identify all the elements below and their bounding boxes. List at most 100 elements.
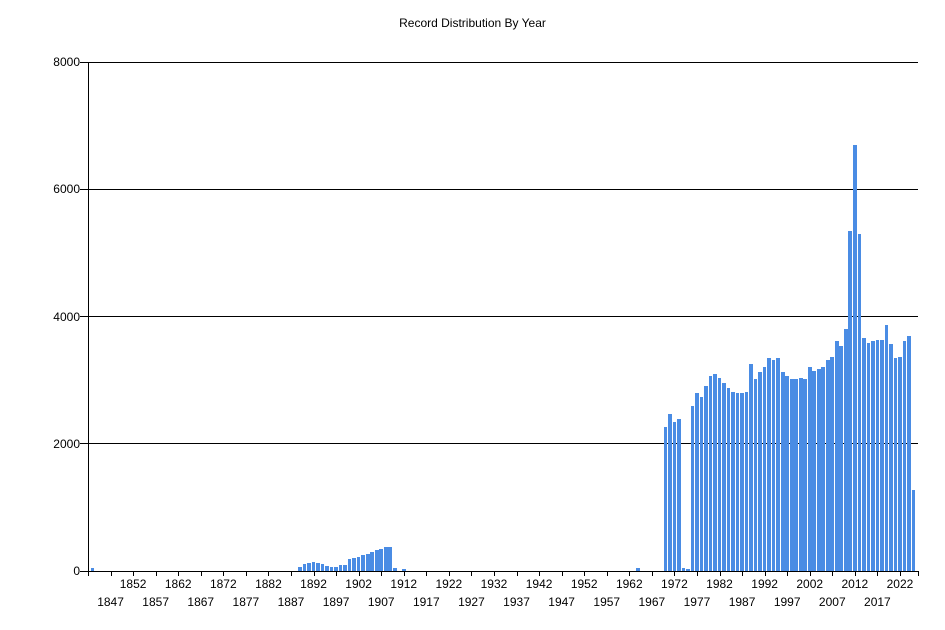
x-tick-label: 1867 [187, 595, 215, 609]
x-tick-label: 1857 [142, 595, 169, 609]
bar-1894 [320, 564, 325, 571]
y-tick-label: 6000 [53, 182, 80, 197]
bar-1977 [695, 392, 699, 571]
bar-1843 [90, 567, 95, 571]
bar-1970 [663, 426, 668, 571]
x-tick-label: 2012 [841, 577, 869, 591]
bar-1978 [699, 396, 704, 571]
bar-1897 [334, 566, 338, 571]
x-tick [336, 571, 338, 576]
x-tick [178, 571, 180, 576]
bar-1904 [365, 553, 370, 571]
bar-1895 [325, 565, 329, 571]
x-tick [268, 571, 270, 576]
bar-2011 [848, 231, 853, 571]
bar-2005 [821, 366, 826, 571]
bar-1972 [672, 422, 677, 571]
bar-1980 [708, 375, 713, 571]
bar-2013 [857, 234, 862, 571]
bar-1982 [717, 377, 722, 571]
x-axis-line [88, 570, 919, 572]
x-tick [719, 571, 721, 576]
x-tick-label: 2002 [796, 577, 824, 591]
y-tick [80, 61, 88, 63]
bar-1898 [338, 564, 343, 571]
bar-2019 [884, 324, 889, 571]
bar-1991 [758, 371, 762, 571]
x-tick-label: 2017 [864, 595, 891, 609]
y-axis-line [88, 62, 89, 571]
x-tick-label: 1942 [525, 577, 553, 591]
y-tick-label: 8000 [53, 55, 80, 69]
x-tick-label: 1962 [615, 577, 643, 591]
x-tick [561, 571, 563, 576]
bar-1981 [713, 374, 717, 571]
x-tick-label: 1982 [706, 577, 733, 591]
x-tick-label: 1872 [209, 577, 237, 591]
x-tick [809, 571, 811, 576]
bar-1964 [636, 568, 641, 571]
bar-1989 [749, 363, 753, 571]
x-tick-label: 1977 [683, 595, 711, 609]
x-tick-label: 1987 [728, 595, 756, 609]
bar-1973 [677, 418, 681, 571]
x-tick [742, 571, 744, 576]
bar-1907 [379, 548, 384, 571]
bar-1899 [343, 564, 347, 571]
x-tick [918, 571, 919, 576]
bar-2020 [889, 343, 893, 571]
gridline-6000 [88, 188, 918, 190]
x-tick [88, 571, 89, 576]
bar-2008 [834, 341, 839, 571]
x-tick [448, 571, 450, 576]
x-tick-label: 1897 [322, 595, 350, 609]
x-tick-label: 1947 [548, 595, 575, 609]
bar-2024 [907, 335, 911, 571]
x-tick [854, 571, 856, 576]
x-tick-label: 1912 [390, 577, 418, 591]
bar-1908 [383, 547, 388, 571]
x-tick-label: 1957 [593, 595, 621, 609]
bar-2017 [875, 340, 880, 571]
x-tick [606, 571, 608, 576]
bar-1971 [668, 413, 672, 571]
bar-1998 [789, 378, 794, 571]
y-tick [80, 188, 88, 190]
x-tick [471, 571, 473, 576]
x-tick [539, 571, 541, 576]
bar-1993 [767, 358, 771, 571]
x-tick-label: 1847 [97, 595, 124, 609]
y-tick [80, 443, 88, 445]
x-tick-label: 1967 [638, 595, 666, 609]
bar-1999 [794, 378, 799, 571]
bar-1983 [722, 382, 726, 571]
x-tick-label: 1992 [751, 577, 778, 591]
x-tick-label: 1892 [300, 577, 327, 591]
bar-1893 [316, 563, 320, 571]
x-tick-label: 2007 [818, 595, 846, 609]
y-tick [80, 570, 88, 572]
bar-1896 [329, 567, 334, 571]
bar-2022 [898, 356, 902, 571]
bar-2004 [816, 368, 821, 571]
x-tick-label: 1907 [367, 595, 395, 609]
x-tick [696, 571, 698, 576]
bar-1990 [753, 378, 758, 571]
x-tick [629, 571, 631, 576]
x-tick-label: 1997 [773, 595, 801, 609]
x-tick [200, 571, 202, 576]
x-tick-label: 2022 [886, 577, 914, 591]
gridline-4000 [88, 316, 918, 317]
x-tick [764, 571, 766, 576]
bar-1910 [392, 568, 397, 571]
x-tick [651, 571, 653, 576]
bar-1979 [704, 386, 708, 571]
gridline-8000 [88, 61, 918, 63]
x-tick [674, 571, 676, 576]
bar-1900 [347, 559, 352, 571]
x-tick [426, 571, 428, 576]
bar-1985 [731, 391, 735, 571]
x-tick [358, 571, 360, 576]
